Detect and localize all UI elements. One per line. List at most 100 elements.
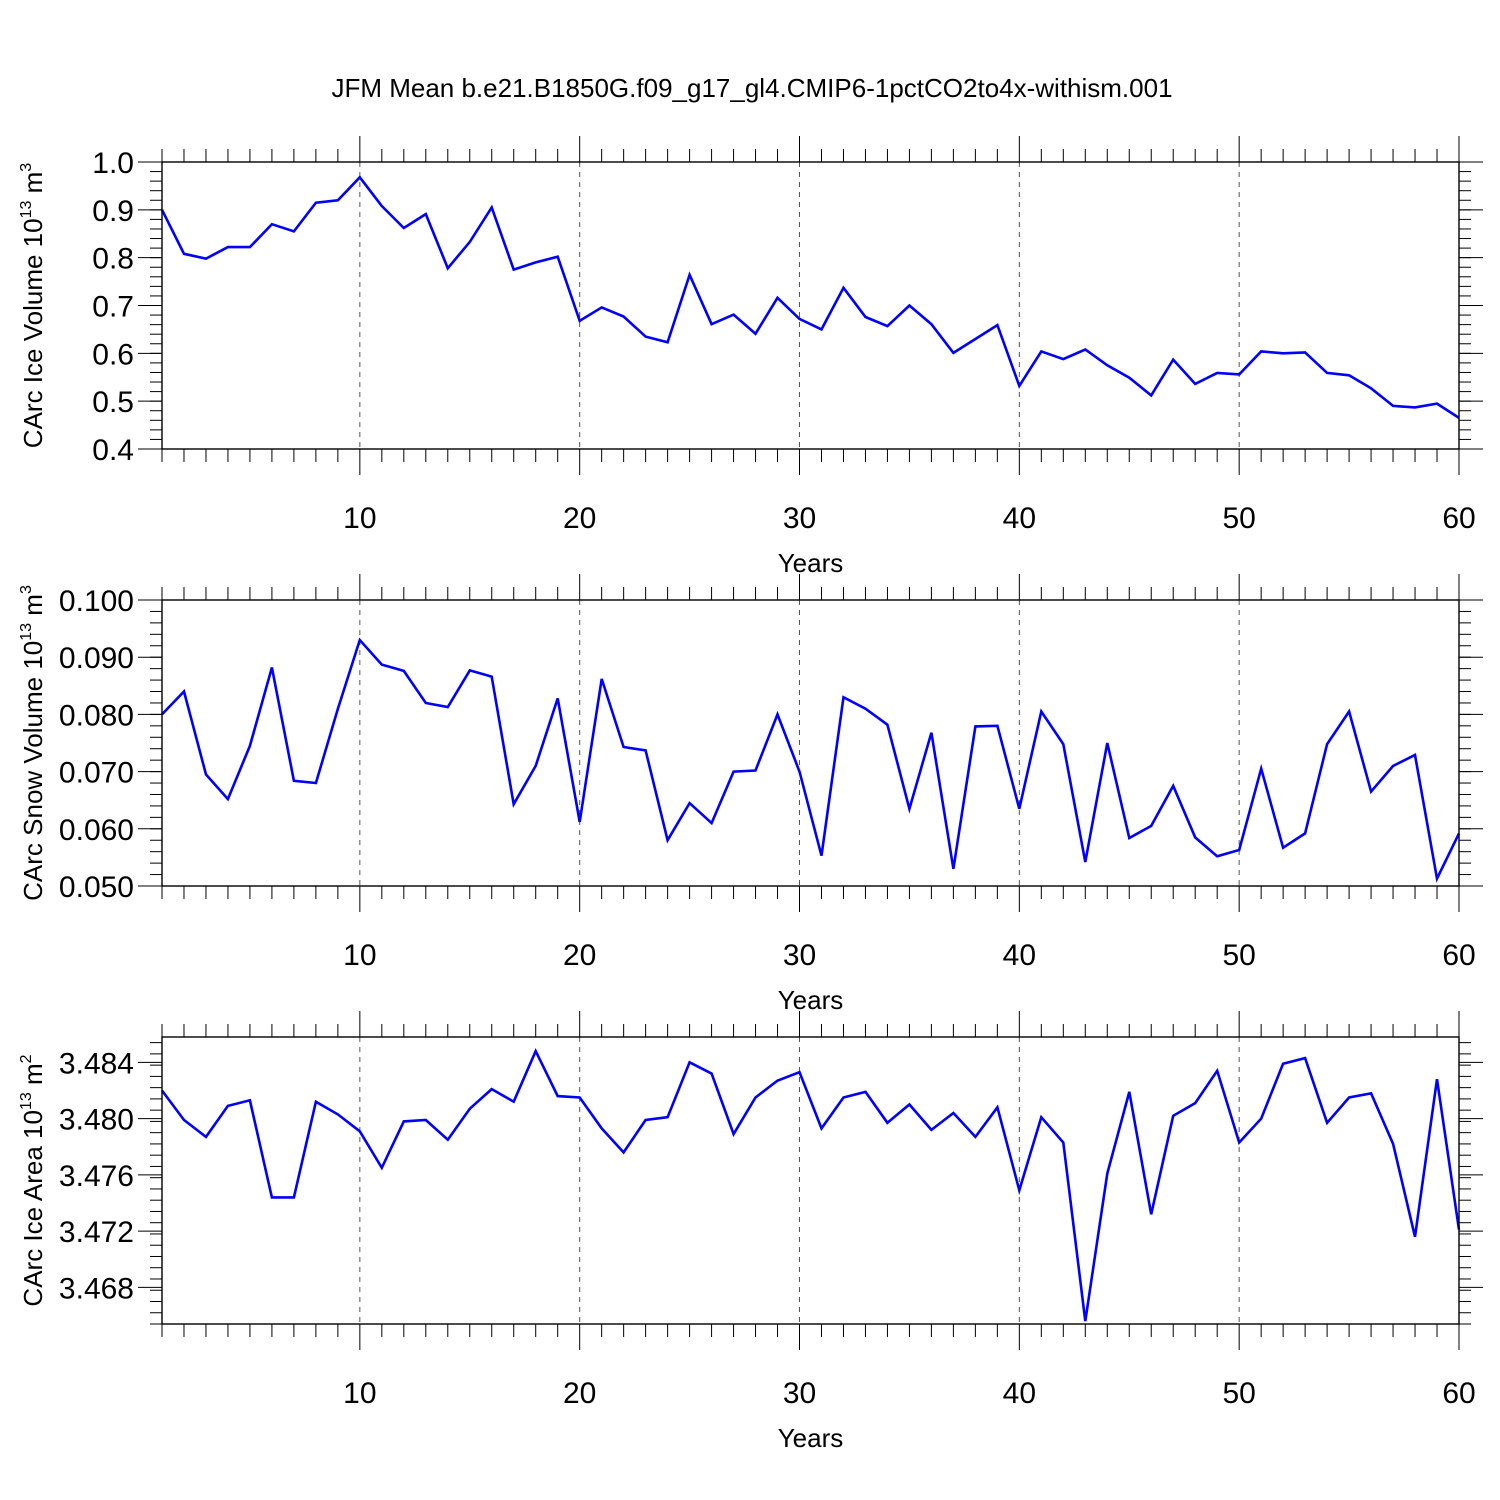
data-point [622, 746, 624, 748]
data-point [1106, 742, 1108, 744]
data-point [249, 1099, 251, 1101]
data-point [1172, 785, 1174, 787]
y-tick-label: 0.100 [59, 585, 134, 618]
data-point [403, 670, 405, 672]
data-point [1282, 352, 1284, 354]
data-point [447, 1139, 449, 1141]
data-point [688, 274, 690, 276]
data-point [556, 1095, 558, 1097]
data-point [1348, 374, 1350, 376]
data-point [556, 256, 558, 258]
data-point [732, 770, 734, 772]
data-point [447, 267, 449, 269]
data-point [1194, 383, 1196, 385]
data-point [293, 230, 295, 232]
series-line [161, 637, 1461, 883]
y-axis-label-part: m [18, 1063, 48, 1092]
data-point [556, 697, 558, 699]
data-point [403, 227, 405, 229]
data-point [996, 725, 998, 727]
data-point [205, 257, 207, 259]
data-point [886, 325, 888, 327]
data-point [754, 333, 756, 335]
data-point [1106, 1172, 1108, 1174]
data-point [864, 316, 866, 318]
data-point [205, 1136, 207, 1138]
data-point [1040, 1116, 1042, 1118]
data-point [842, 287, 844, 289]
data-point [886, 1122, 888, 1124]
data-point [710, 822, 712, 824]
data-point [1150, 825, 1152, 827]
data-point [535, 261, 537, 263]
data-point [578, 320, 580, 322]
y-axis-label: CArc Snow Volume 1013 m3 [18, 585, 48, 901]
x-tick-label: 30 [783, 502, 816, 535]
data-point [798, 1071, 800, 1073]
data-point [600, 1127, 602, 1129]
data-point [183, 690, 185, 692]
data-point [952, 352, 954, 354]
y-axis-label-part: m [18, 172, 48, 201]
y-tick-label: 1.0 [92, 147, 134, 180]
data-point [644, 1119, 646, 1121]
data-point [491, 675, 493, 677]
data-point [227, 798, 229, 800]
x-tick-label: 10 [343, 939, 376, 972]
x-tick-label: 40 [1003, 502, 1036, 535]
data-point [644, 335, 646, 337]
data-point [1062, 1141, 1064, 1143]
data-point [908, 304, 910, 306]
data-point [1128, 377, 1130, 379]
data-point [1194, 1102, 1196, 1104]
data-point [886, 723, 888, 725]
data-point [425, 1119, 427, 1121]
data-point [1018, 385, 1020, 387]
data-point [952, 868, 954, 870]
y-tick-label: 3.476 [59, 1160, 134, 1193]
data-point [1392, 1143, 1394, 1145]
data-point [359, 1130, 361, 1132]
data-point [1414, 754, 1416, 756]
data-point [974, 338, 976, 340]
data-point [469, 1108, 471, 1110]
data-point [600, 678, 602, 680]
data-point [908, 1103, 910, 1105]
x-tick-label: 60 [1442, 502, 1475, 535]
x-tick-label: 30 [783, 939, 816, 972]
y-tick-label: 3.472 [59, 1216, 134, 1249]
data-point [930, 1129, 932, 1131]
data-point [227, 246, 229, 248]
data-point [359, 176, 361, 178]
data-point [732, 1133, 734, 1135]
data-point [754, 769, 756, 771]
x-tick-label: 50 [1222, 939, 1255, 972]
data-point [622, 315, 624, 317]
data-point [425, 702, 427, 704]
data-point [403, 1120, 405, 1122]
data-point [644, 749, 646, 751]
data-point [1370, 790, 1372, 792]
y-tick-label: 0.4 [92, 434, 134, 467]
data-point [227, 1105, 229, 1107]
y-axis-label-superscript: 13 [18, 1092, 35, 1110]
data-point [359, 639, 361, 641]
data-point [1084, 348, 1086, 350]
data-point [820, 328, 822, 330]
x-tick-label: 40 [1003, 1377, 1036, 1410]
data-point [688, 802, 690, 804]
data-point [688, 1061, 690, 1063]
data-point [293, 780, 295, 782]
y-axis-label-superscript: 2 [18, 1054, 35, 1063]
data-point [271, 1196, 273, 1198]
data-point [1018, 808, 1020, 810]
y-axis-label-superscript: 13 [18, 201, 35, 219]
data-point [1414, 1236, 1416, 1238]
data-point [315, 201, 317, 203]
x-tick-label: 10 [343, 502, 376, 535]
x-tick-label: 40 [1003, 939, 1036, 972]
data-point [974, 725, 976, 727]
data-point [1106, 364, 1108, 366]
data-point [491, 206, 493, 208]
data-point [1040, 710, 1042, 712]
